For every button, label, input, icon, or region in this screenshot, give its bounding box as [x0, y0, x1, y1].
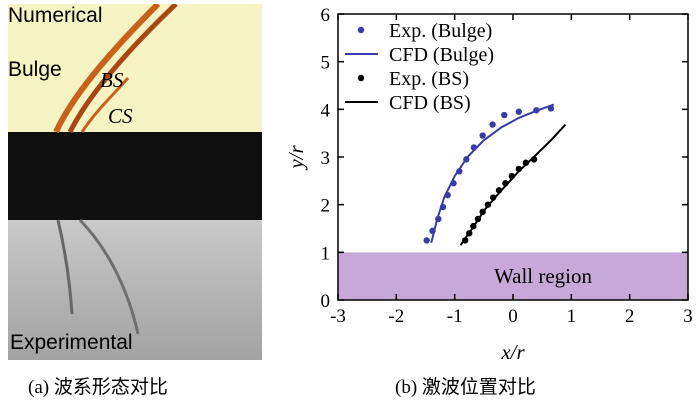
y-tick-label: 5: [321, 53, 331, 74]
y-tick-label: 6: [321, 5, 331, 26]
y-tick-label: 4: [321, 100, 331, 121]
series-point-0: [489, 121, 496, 128]
caption-a: (a) 波系形态对比: [28, 377, 168, 398]
legend-label-0: Exp. (Bulge): [389, 20, 492, 42]
series-line-3: [459, 123, 567, 246]
series-point-0: [423, 237, 430, 244]
label-numerical: Numerical: [8, 4, 103, 27]
experimental-shock-2: [78, 218, 140, 335]
wall-region-label: Wall region: [494, 264, 593, 288]
x-tick-label: 1: [567, 306, 577, 327]
y-axis-label: y/r: [284, 145, 308, 171]
x-axis-label: x/r: [500, 340, 525, 364]
numerical-bow-shock: [67, 4, 178, 134]
series-point-0: [515, 108, 523, 115]
legend-marker-0: [357, 26, 365, 34]
experimental-schlieren: [8, 220, 262, 360]
panel-a-shock-comparison: Numerical Bulge BS CS Experimental: [8, 4, 262, 360]
series-point-0: [479, 132, 486, 139]
shock-lines-overlay: [53, 4, 178, 335]
wall-region: [338, 252, 688, 300]
x-tick-label: 3: [683, 306, 693, 327]
wall-band: [8, 132, 262, 220]
legend: Exp. (Bulge)CFD (Bulge)Exp. (BS)CFD (BS): [345, 20, 494, 114]
series-line-1: [430, 103, 555, 244]
x-tick-label: -1: [447, 306, 463, 327]
data-series: [423, 103, 567, 246]
y-tick-label: 3: [321, 148, 331, 169]
legend-label-3: CFD (BS): [389, 92, 471, 114]
x-tick-label: -3: [330, 306, 346, 327]
label-experimental: Experimental: [10, 331, 133, 354]
caption-b: (b) 激波位置对比: [395, 377, 536, 398]
x-tick-label: 0: [508, 306, 518, 327]
y-tick-label: 2: [321, 196, 331, 217]
label-cs: CS: [108, 104, 133, 128]
x-tick-label: -2: [388, 306, 404, 327]
legend-label-2: Exp. (BS): [389, 68, 469, 90]
y-tick-label: 0: [321, 291, 331, 312]
x-tick-label: 2: [625, 306, 635, 327]
legend-label-1: CFD (Bulge): [389, 44, 494, 66]
series-point-0: [501, 111, 508, 119]
label-bulge: Bulge: [8, 58, 62, 81]
numerical-compression-shock: [80, 77, 130, 133]
legend-marker-2: [357, 74, 365, 82]
numerical-bulge-shock: [53, 4, 161, 134]
y-tick-label: 1: [321, 243, 331, 264]
experimental-shock-1: [56, 219, 74, 315]
axis-ticks: -3 -2 -1 0 1 2 3 0 1 2 3 4 5 6: [321, 5, 693, 327]
label-bs: BS: [100, 68, 124, 92]
